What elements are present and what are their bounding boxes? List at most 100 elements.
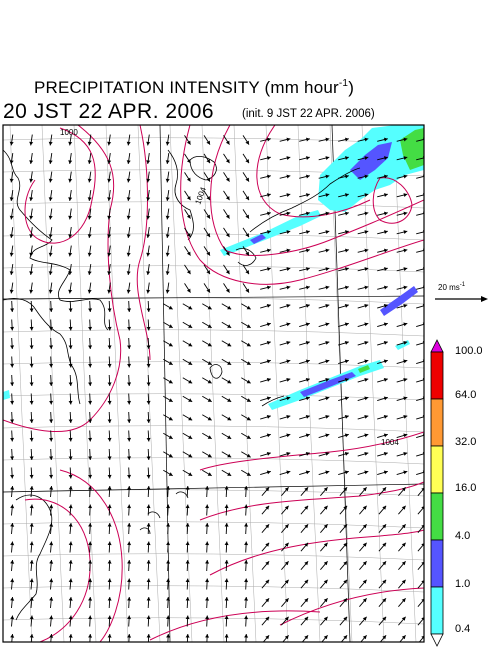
wind-vector: [416, 342, 424, 346]
wind-vector-head: [186, 177, 191, 182]
wind-vector-head: [10, 382, 15, 386]
wind-vector-head: [127, 578, 132, 583]
wind-vector-head: [384, 156, 388, 160]
wind-vector-head: [87, 252, 92, 257]
wind-vector-head: [401, 579, 406, 584]
wind-vector-head: [284, 616, 289, 621]
wind-vector-head: [227, 305, 232, 310]
wind-vector-head: [401, 616, 406, 621]
wind-vector: [416, 249, 424, 253]
wind-vector-head: [345, 267, 349, 271]
wind-vector-head: [10, 504, 15, 509]
wind-vector-head: [345, 174, 349, 179]
colorbar-label-0-4: 0.4: [455, 623, 471, 635]
wind-vector-head: [107, 363, 112, 368]
wind-vector-head: [266, 433, 271, 438]
wind-vector-head: [29, 197, 34, 201]
wind-vector-head: [185, 504, 190, 509]
wind-vector-head: [126, 178, 131, 183]
wind-vector-head: [325, 174, 330, 179]
graticule-20n: [3, 483, 424, 493]
wind-vector-head: [364, 248, 369, 253]
wind-vector: [416, 194, 424, 198]
isobar-9: [209, 529, 424, 576]
wind-vector-head: [403, 211, 408, 216]
wind-vector-head: [227, 379, 232, 384]
wind-vector-head: [382, 542, 387, 547]
wind-vector-head: [364, 156, 369, 160]
wind-vector-head: [205, 578, 210, 583]
wind-vector-head: [165, 271, 170, 275]
colorbar-swatch-bottom: [430, 633, 444, 647]
wind-vector-head: [166, 634, 171, 638]
wind-vector-head: [286, 341, 291, 345]
wind-vector-head: [225, 214, 230, 219]
wind-vector-head: [188, 398, 193, 402]
wind-vector-head: [166, 597, 171, 601]
wind-vector-head: [10, 345, 15, 349]
wind-vector-head: [146, 400, 151, 405]
wind-vector-head: [186, 251, 191, 256]
wind-vector: [416, 138, 424, 142]
wind-vector-head: [9, 215, 14, 220]
wind-vector-head: [29, 271, 34, 275]
wind-vector-head: [146, 326, 151, 331]
wind-vector-head: [225, 159, 230, 164]
wind-vector-head: [224, 615, 229, 620]
wind-vector-head: [305, 304, 310, 308]
wind-vector-head: [165, 289, 170, 294]
wind-vector-head: [49, 578, 54, 583]
grid-parallel: [3, 585, 424, 593]
wind-vector-head: [403, 378, 408, 382]
wind-vector-head: [343, 616, 348, 621]
wind-vector-head: [146, 578, 151, 583]
wind-vector-head: [267, 211, 271, 216]
wind-vector-head: [383, 341, 388, 345]
grid-parallel: [3, 233, 424, 241]
wind-vector-head: [225, 270, 230, 275]
reference-vector-label: 20 ms-1: [438, 282, 466, 292]
wind-vector-head: [246, 398, 251, 402]
wind-vector-head: [362, 561, 367, 566]
wind-vector-head: [244, 615, 249, 620]
wind-vector-head: [48, 178, 53, 183]
grid-meridian: [201, 125, 225, 642]
wind-vector-head: [286, 322, 291, 327]
wind-vector-head: [403, 248, 408, 253]
wind-vector-head: [403, 470, 408, 475]
wind-vector-head: [265, 616, 270, 621]
wind-vector-head: [166, 523, 171, 527]
wind-vector-head: [382, 561, 387, 566]
wind-vector-head: [325, 341, 330, 345]
grid-parallel: [3, 457, 424, 465]
wind-vector-head: [267, 248, 271, 253]
wind-vector-head: [146, 419, 151, 423]
wind-vector-head: [68, 523, 73, 527]
wind-vector-head: [126, 215, 131, 220]
wind-vector-head: [168, 342, 173, 347]
wind-vector-head: [185, 634, 190, 638]
wind-vector-head: [146, 382, 151, 386]
wind-vector-head: [87, 234, 92, 238]
wind-vector-head: [246, 435, 251, 439]
wind-vector: [416, 323, 424, 328]
wind-vector-head: [10, 560, 15, 564]
colorbar-swatch: [430, 492, 444, 541]
wind-vector-head: [343, 579, 348, 584]
wind-vector-head: [10, 363, 15, 368]
wind-vector-head: [68, 197, 73, 201]
wind-vector-head: [146, 197, 151, 201]
wind-vector-head: [107, 345, 112, 349]
wind-vector-head: [107, 400, 112, 405]
wind-vector-head: [207, 342, 212, 347]
wind-vector-head: [286, 396, 291, 401]
wind-vector-head: [305, 341, 310, 345]
grid-meridian: [393, 125, 417, 642]
wind-vector-head: [266, 470, 271, 475]
wind-vector-head: [29, 541, 34, 546]
wind-vector-head: [305, 378, 310, 382]
wind-vector-head: [127, 326, 132, 331]
wind-vector-head: [68, 252, 73, 257]
map-frame: [2, 124, 425, 643]
wind-vector-head: [205, 541, 210, 546]
